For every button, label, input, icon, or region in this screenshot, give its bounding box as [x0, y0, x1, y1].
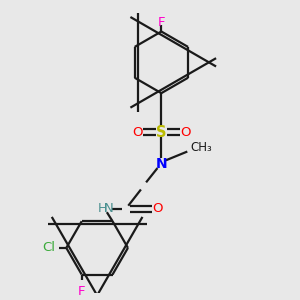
Text: Cl: Cl [42, 242, 55, 254]
Text: O: O [132, 126, 142, 139]
Text: N: N [104, 202, 114, 215]
Text: F: F [78, 285, 85, 298]
Text: F: F [158, 16, 165, 29]
Text: S: S [156, 124, 166, 140]
Text: H: H [98, 202, 107, 215]
Text: CH₃: CH₃ [190, 142, 212, 154]
Text: O: O [180, 126, 191, 139]
Text: N: N [155, 157, 167, 170]
Text: O: O [152, 202, 163, 215]
